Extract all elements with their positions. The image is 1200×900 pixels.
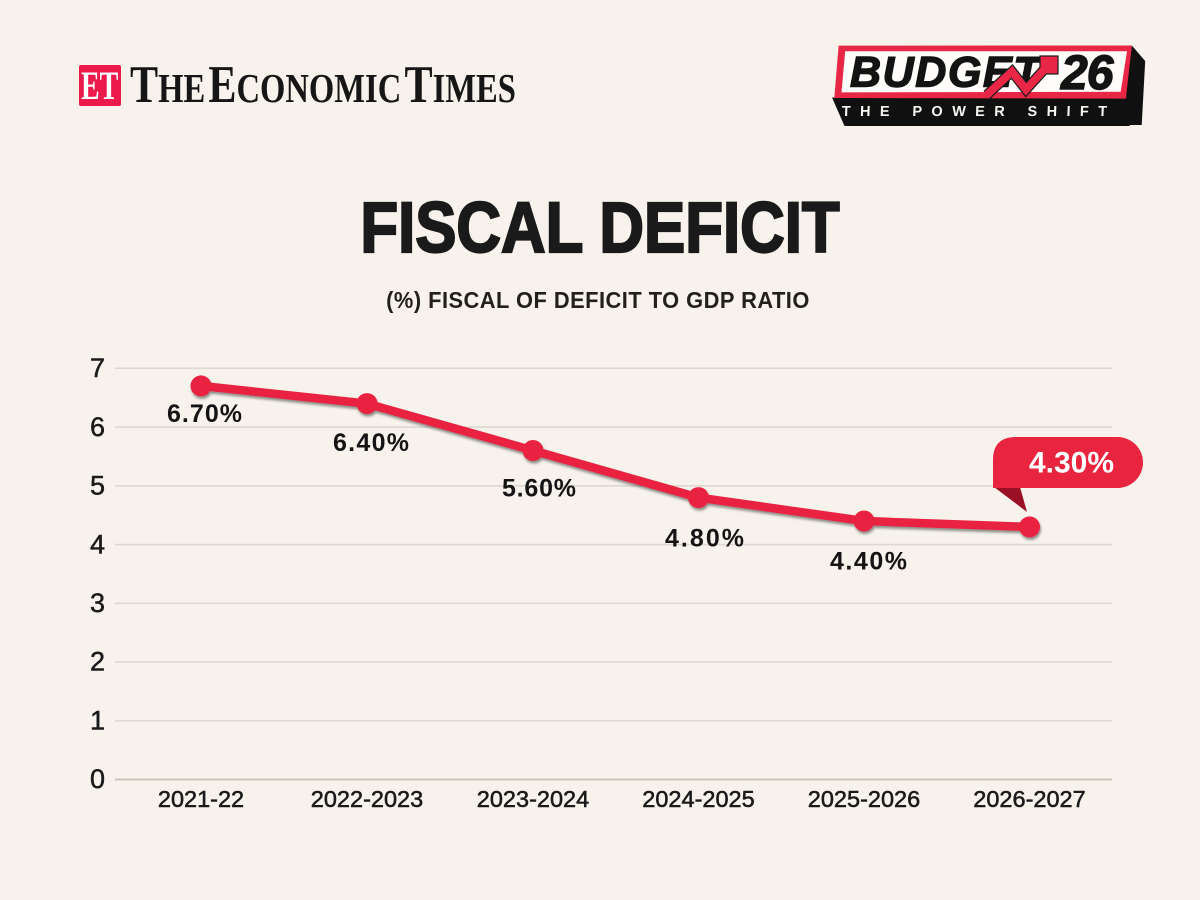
svg-text:2024-2025: 2024-2025 <box>642 786 754 812</box>
svg-text:4.80%: 4.80% <box>665 525 744 553</box>
svg-text:7: 7 <box>90 353 105 383</box>
svg-text:26: 26 <box>1060 47 1114 100</box>
svg-text:4: 4 <box>90 529 105 559</box>
svg-text:2022-2023: 2022-2023 <box>311 786 423 812</box>
svg-text:THE POWER SHIFT: THE POWER SHIFT <box>841 104 1116 120</box>
svg-text:3: 3 <box>90 588 105 618</box>
svg-text:2: 2 <box>90 647 105 677</box>
svg-text:2025-2026: 2025-2026 <box>808 786 920 812</box>
svg-text:2026-2027: 2026-2027 <box>973 786 1085 812</box>
svg-text:2023-2024: 2023-2024 <box>477 786 589 812</box>
svg-text:4.40%: 4.40% <box>830 548 907 576</box>
svg-text:6.40%: 6.40% <box>333 429 409 457</box>
svg-text:4.30%: 4.30% <box>1029 447 1114 480</box>
svg-text:6.70%: 6.70% <box>167 400 242 428</box>
svg-text:0: 0 <box>90 764 105 794</box>
svg-text:5: 5 <box>90 471 105 501</box>
svg-text:1: 1 <box>90 706 105 736</box>
svg-text:5.60%: 5.60% <box>502 475 576 503</box>
svg-text:2021-22: 2021-22 <box>158 786 244 812</box>
svg-text:6: 6 <box>90 412 105 442</box>
